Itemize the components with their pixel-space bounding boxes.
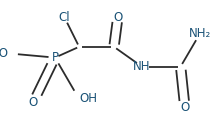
- Text: NH: NH: [133, 60, 151, 73]
- Text: O: O: [113, 11, 123, 24]
- Text: OH: OH: [79, 93, 97, 105]
- Text: NH₂: NH₂: [189, 27, 211, 40]
- Text: Cl: Cl: [59, 11, 70, 24]
- Text: O: O: [29, 96, 38, 109]
- Text: HO: HO: [0, 47, 9, 60]
- Text: P: P: [52, 51, 58, 64]
- Text: O: O: [180, 101, 190, 114]
